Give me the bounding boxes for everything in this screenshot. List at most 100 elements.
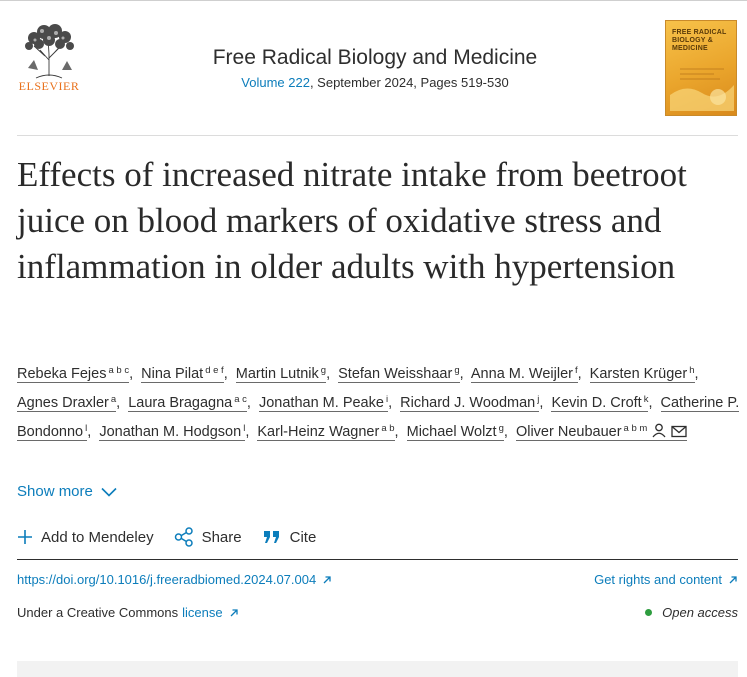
add-to-mendeley-button[interactable]: Add to Mendeley <box>17 529 154 546</box>
article-actions: Add to Mendeley Share Cite <box>17 525 336 549</box>
doi-text: https://doi.org/10.1016/j.freeradbiomed.… <box>17 572 317 587</box>
get-rights-link[interactable]: Get rights and content <box>594 572 738 587</box>
author-link[interactable]: Rebeka Fejes a b c <box>17 365 130 383</box>
share-button[interactable]: Share <box>174 527 242 547</box>
author-name: Kevin D. Croft <box>551 395 642 411</box>
license-label: license <box>182 605 223 620</box>
journal-cover-thumbnail[interactable]: FREE RADICAL BIOLOGY & MEDICINE <box>665 20 737 116</box>
author-affiliation: a b c <box>108 365 130 376</box>
chevron-down-icon <box>101 487 117 497</box>
volume-link[interactable]: Volume 222 <box>241 75 310 90</box>
author-link[interactable]: Agnes Draxler a <box>17 394 117 412</box>
author-entry: Oliver Neubauer a b m <box>515 423 688 441</box>
envelope-icon <box>671 425 687 438</box>
actions-divider <box>17 559 738 560</box>
author-entry: Karsten Krüger h, <box>589 365 699 383</box>
author-affiliation: d e f <box>205 365 224 376</box>
author-entry: Martin Lutnik g, <box>235 365 331 383</box>
author-affiliation: a b <box>381 423 395 434</box>
author-entry: Anna M. Weijler f, <box>470 365 582 383</box>
author-entry: Kevin D. Croft k, <box>551 394 653 412</box>
author-link[interactable]: Karl-Heinz Wagner a b <box>257 423 395 441</box>
header-divider <box>17 135 738 136</box>
open-access-label: Open access <box>662 605 738 620</box>
external-arrow-icon <box>230 608 238 616</box>
author-name: Rebeka Fejes <box>17 366 107 382</box>
author-name: Jonathan M. Peake <box>258 395 384 411</box>
author-link[interactable]: Catherine P. Bondonno l <box>17 395 740 441</box>
author-link[interactable]: Stefan Weisshaar g <box>338 365 460 383</box>
plus-icon <box>18 530 32 544</box>
author-link[interactable]: Martin Lutnik g <box>235 365 327 383</box>
author-entry: Rebeka Fejes a b c, <box>17 365 134 383</box>
get-rights-label: Get rights and content <box>594 572 722 587</box>
author-name: Catherine P. Bondonno <box>17 395 740 440</box>
author-link[interactable]: Richard J. Woodman j <box>400 394 540 412</box>
journal-header: Free Radical Biology and Medicine Volume… <box>120 44 630 90</box>
author-entry: Laura Bragagna a c, <box>128 394 251 412</box>
author-affiliation: l <box>243 423 246 434</box>
share-label: Share <box>201 528 242 546</box>
cite-button[interactable]: Cite <box>262 528 317 546</box>
author-link[interactable]: Oliver Neubauer a b m <box>515 423 688 441</box>
author-link[interactable]: Karsten Krüger h <box>589 365 695 383</box>
cite-label: Cite <box>289 528 317 546</box>
author-link[interactable]: Kevin D. Croft k <box>551 394 649 412</box>
show-more-button[interactable]: Show more <box>17 483 117 500</box>
license-link[interactable]: license <box>182 605 238 620</box>
add-to-mendeley-label: Add to Mendeley <box>41 528 154 546</box>
share-icon <box>174 527 193 547</box>
author-link[interactable]: Anna M. Weijler f <box>470 365 578 383</box>
top-border <box>0 0 747 1</box>
author-entry: Michael Wolzt g, <box>406 423 508 441</box>
license-line: Under a Creative Commons license <box>17 605 239 620</box>
show-more-label: Show more <box>17 483 93 500</box>
author-link[interactable]: Michael Wolzt g <box>406 423 504 441</box>
author-name: Stefan Weisshaar <box>338 366 453 382</box>
author-name: Jonathan M. Hodgson <box>99 424 242 440</box>
author-entry: Richard J. Woodman j, <box>400 394 544 412</box>
author-affiliation: l <box>85 423 88 434</box>
quote-icon <box>263 531 279 543</box>
author-affiliation: k <box>643 394 649 405</box>
author-affiliation: g <box>498 423 504 434</box>
author-entry: Jonathan M. Peake i, <box>258 394 393 412</box>
doi-link[interactable]: https://doi.org/10.1016/j.freeradbiomed.… <box>17 572 332 587</box>
external-arrow-icon <box>323 575 331 583</box>
author-entry: Stefan Weisshaar g, <box>338 365 464 383</box>
author-name: Agnes Draxler <box>17 395 109 411</box>
issue-line: Volume 222, September 2024, Pages 519-53… <box>120 75 630 90</box>
author-affiliation: h <box>689 365 695 376</box>
author-name: Richard J. Woodman <box>400 395 536 411</box>
author-name: Anna M. Weijler <box>470 366 573 382</box>
abstract-panel-top <box>17 661 738 677</box>
author-link[interactable]: Jonathan M. Hodgson l <box>99 423 246 441</box>
author-name: Nina Pilat <box>141 366 204 382</box>
author-name: Oliver Neubauer <box>515 424 622 440</box>
journal-title-link[interactable]: Free Radical Biology and Medicine <box>212 46 538 69</box>
cover-decoration-icon <box>670 68 734 111</box>
author-entry: Catherine P. Bondonno l, <box>17 395 740 441</box>
cover-title: FREE RADICAL BIOLOGY & MEDICINE <box>672 29 727 52</box>
author-name: Karl-Heinz Wagner <box>257 424 380 440</box>
author-affiliation: f <box>574 365 578 376</box>
license-prefix: Under a Creative Commons <box>17 605 179 620</box>
author-name: Martin Lutnik <box>235 366 319 382</box>
author-link[interactable]: Nina Pilat d e f <box>141 365 224 383</box>
author-entry: Nina Pilat d e f, <box>141 365 228 383</box>
author-entry: Agnes Draxler a, <box>17 394 121 412</box>
author-affiliation: g <box>320 365 327 376</box>
article-title: Effects of increased nitrate intake from… <box>17 155 687 286</box>
author-entry: Jonathan M. Hodgson l, <box>99 423 250 441</box>
author-affiliation: a <box>110 394 117 405</box>
person-icon <box>652 423 666 438</box>
elsevier-tree-logo-icon[interactable] <box>12 16 86 96</box>
author-name: Laura Bragagna <box>128 395 233 411</box>
author-name: Karsten Krüger <box>589 366 688 382</box>
author-name: Michael Wolzt <box>406 424 497 440</box>
author-link[interactable]: Laura Bragagna a c <box>128 394 247 412</box>
issue-details: , September 2024, Pages 519-530 <box>309 75 509 90</box>
author-affiliation: a c <box>234 394 247 405</box>
author-link[interactable]: Jonathan M. Peake i <box>258 394 389 412</box>
open-access-dot-icon <box>645 609 653 616</box>
